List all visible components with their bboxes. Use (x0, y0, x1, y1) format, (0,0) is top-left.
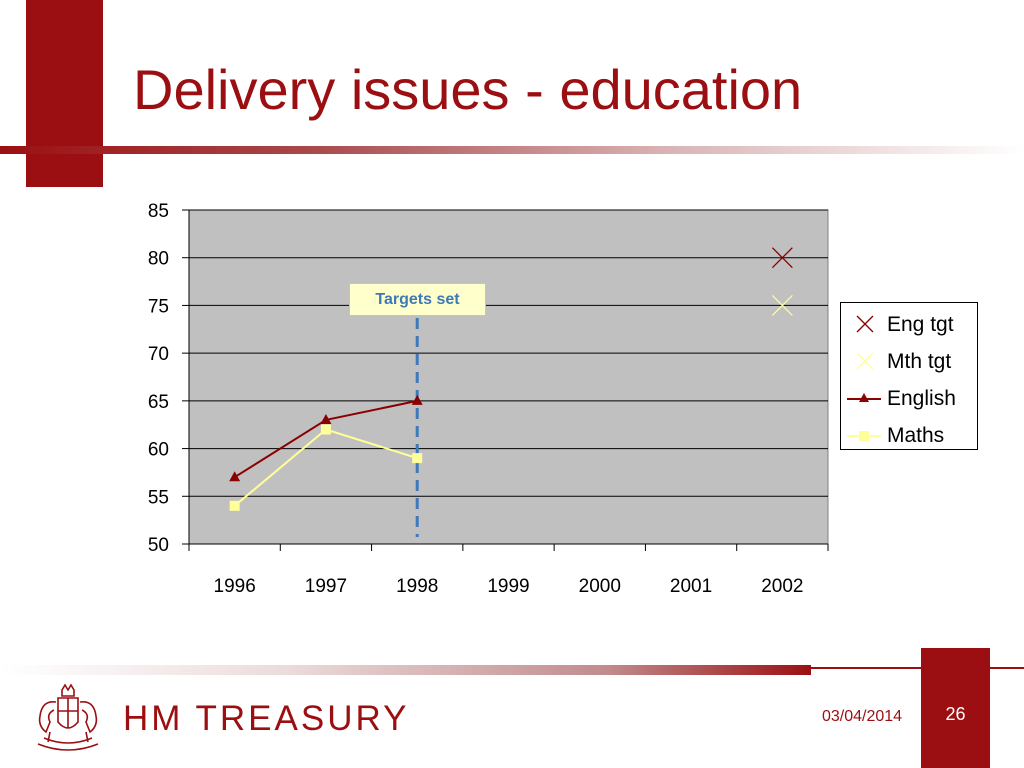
chart-legend: Eng tgt Mth tgt English Maths (840, 302, 978, 450)
x-marker-stroke (771, 247, 793, 269)
y-tick-label: 65 (148, 392, 169, 413)
legend-item-mth-tgt: Mth tgt (841, 343, 977, 380)
data-point (771, 294, 793, 316)
gridlines (189, 209, 828, 497)
x-marker-stroke (771, 294, 793, 316)
x-marker-icon (856, 315, 874, 333)
series-english (229, 394, 423, 482)
y-tick-label: 50 (148, 535, 169, 556)
y-tick-label: 55 (148, 487, 169, 508)
data-point (229, 500, 240, 511)
plot-area (188, 209, 829, 545)
data-point (771, 247, 793, 269)
data-point (411, 394, 423, 405)
footer-rule-thin (811, 667, 1024, 669)
legend-label: Maths (887, 423, 945, 447)
footer-date: 03/04/2014 (822, 708, 903, 725)
legend-item-english: English (841, 380, 977, 417)
y-tick-label: 70 (148, 344, 169, 365)
legend-item-maths: Maths (841, 417, 977, 454)
x-tick-label: 2001 (670, 576, 712, 597)
triangle-marker-icon (847, 393, 881, 402)
slide-title: Delivery issues - education (133, 58, 803, 121)
y-tick-label: 80 (148, 249, 169, 270)
legend-item-eng-tgt: Eng tgt (841, 306, 977, 343)
data-point (229, 471, 241, 482)
x-tick-label: 2000 (579, 576, 621, 597)
series-maths (229, 424, 423, 511)
x-tick-label: 2002 (761, 576, 803, 597)
x-tick-label: 1998 (396, 576, 438, 597)
y-tick-label: 75 (148, 296, 169, 317)
targets-set-label: Targets set (349, 283, 486, 316)
legend-label: Mth tgt (887, 349, 952, 373)
x-marker-icon (856, 352, 874, 370)
x-tick-label: 1996 (214, 576, 256, 597)
legend-label: English (887, 386, 956, 410)
legend-label: Eng tgt (887, 312, 954, 336)
axes (182, 209, 829, 551)
data-point (412, 453, 423, 464)
x-tick-label: 1997 (305, 576, 347, 597)
square-marker-icon (847, 431, 881, 441)
organization-name: HM TREASURY (123, 699, 410, 738)
series-layer (229, 247, 793, 511)
series-eng-tgt (771, 247, 793, 269)
data-point (320, 424, 331, 435)
series-mth-tgt (771, 294, 793, 316)
y-tick-label: 85 (148, 201, 169, 222)
page-number: 26 (945, 704, 966, 724)
y-tick-label: 60 (148, 440, 169, 461)
accent-block-bottom (921, 648, 990, 768)
tick-labels: 50 55 60 65 70 75 80 85 1996 1997 1998 1999 2000 2001… (148, 201, 804, 597)
data-point (320, 413, 332, 424)
x-tick-label: 1999 (487, 576, 529, 597)
royal-crest-icon (37, 683, 99, 751)
accent-block-top (26, 0, 103, 187)
title-rule (0, 146, 1024, 154)
footer-rule (0, 665, 811, 675)
